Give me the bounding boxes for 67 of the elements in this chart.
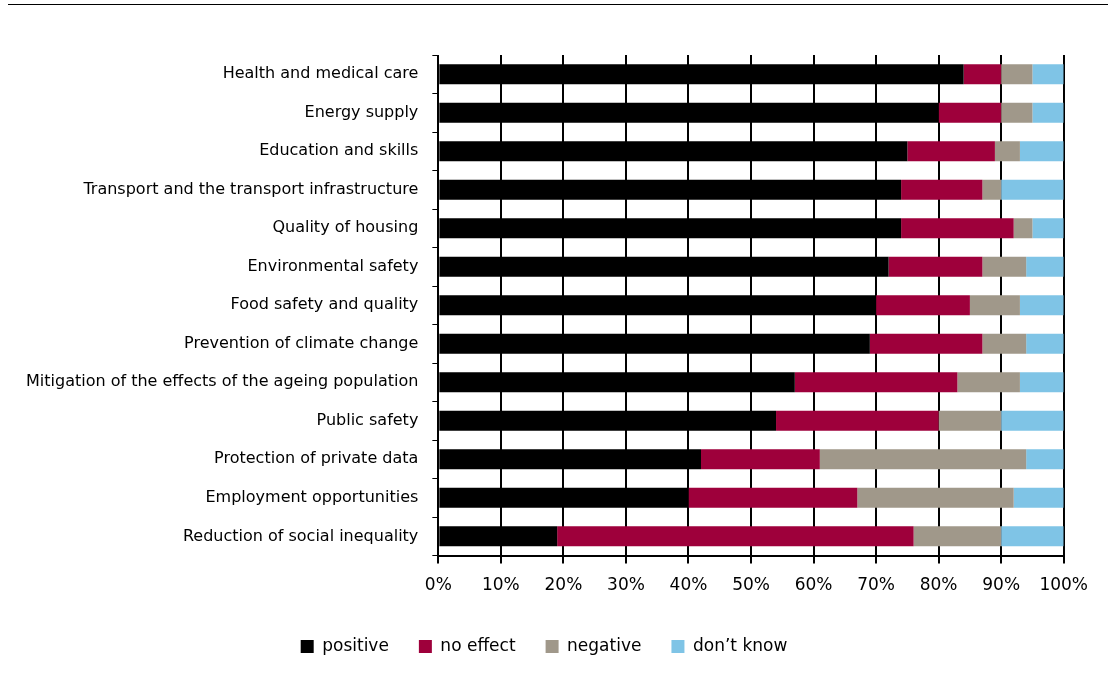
y-tick-label: Employment opportunities bbox=[205, 486, 419, 506]
bar bbox=[982, 179, 1002, 200]
bar bbox=[938, 102, 1002, 123]
legend-label: don’t know bbox=[692, 634, 788, 655]
bar bbox=[857, 487, 1014, 508]
bar bbox=[776, 410, 939, 431]
x-tick-label: 40% bbox=[669, 574, 708, 595]
bar bbox=[794, 372, 958, 393]
bar bbox=[557, 526, 914, 547]
bar bbox=[969, 295, 1020, 316]
bar bbox=[938, 410, 1002, 431]
bar bbox=[1026, 449, 1064, 470]
bar bbox=[913, 526, 1002, 547]
x-tick-label: 20% bbox=[544, 574, 583, 595]
bar bbox=[1026, 333, 1064, 354]
bar bbox=[700, 449, 820, 470]
bar bbox=[982, 256, 1027, 277]
y-tick-label: Transport and the transport infrastructure bbox=[82, 178, 419, 198]
bar bbox=[1026, 256, 1064, 277]
bar bbox=[1032, 64, 1064, 85]
bar bbox=[688, 487, 858, 508]
bar bbox=[1013, 218, 1033, 239]
x-tick-label: 30% bbox=[607, 574, 645, 595]
bar bbox=[1001, 179, 1064, 200]
y-tick-label: Prevention of climate change bbox=[184, 332, 419, 352]
x-tick-label: 60% bbox=[794, 574, 833, 595]
x-tick-label: 50% bbox=[732, 574, 770, 595]
bar bbox=[876, 295, 970, 316]
y-tick-label: Energy supply bbox=[304, 101, 419, 121]
bar bbox=[1019, 141, 1064, 162]
bar bbox=[1001, 102, 1033, 123]
legend-label: no effect bbox=[440, 634, 516, 655]
y-tick-label: Health and medical care bbox=[222, 63, 419, 83]
bar bbox=[1001, 410, 1064, 431]
bar bbox=[907, 141, 995, 162]
bar bbox=[1001, 526, 1064, 547]
bar bbox=[1001, 64, 1033, 85]
x-tick-label: 10% bbox=[481, 574, 520, 595]
bar bbox=[901, 179, 983, 200]
y-tick-label: Environmental safety bbox=[247, 255, 419, 275]
bar bbox=[1032, 102, 1064, 123]
y-tick-label: Education and skills bbox=[259, 140, 419, 160]
bar bbox=[1013, 487, 1064, 508]
legend-label: negative bbox=[567, 634, 642, 655]
x-tick-label: 70% bbox=[857, 574, 895, 595]
bar bbox=[869, 333, 983, 354]
y-tick-label: Protection of private data bbox=[214, 448, 419, 468]
x-tick-label: 90% bbox=[982, 574, 1021, 595]
bar bbox=[819, 449, 1027, 470]
bar bbox=[1032, 218, 1064, 239]
bar bbox=[982, 333, 1027, 354]
bar bbox=[957, 372, 1020, 393]
y-tick-label: Public safety bbox=[316, 409, 419, 429]
bar bbox=[994, 141, 1020, 162]
bar bbox=[1019, 372, 1064, 393]
bar bbox=[901, 218, 1014, 239]
y-tick-label: Reduction of social inequality bbox=[182, 525, 419, 545]
x-tick-label: 100% bbox=[1039, 574, 1088, 595]
y-tick-label: Food safety and quality bbox=[230, 294, 419, 314]
legend-label: positive bbox=[322, 634, 389, 655]
x-tick-label: 0% bbox=[424, 574, 452, 595]
bar bbox=[1019, 295, 1064, 316]
y-tick-label: Quality of housing bbox=[272, 217, 419, 237]
bar bbox=[888, 256, 983, 277]
x-tick-label: 80% bbox=[919, 574, 958, 595]
y-tick-label: Mitigation of the effects of the ageing population bbox=[26, 371, 419, 391]
bar bbox=[963, 64, 1002, 85]
